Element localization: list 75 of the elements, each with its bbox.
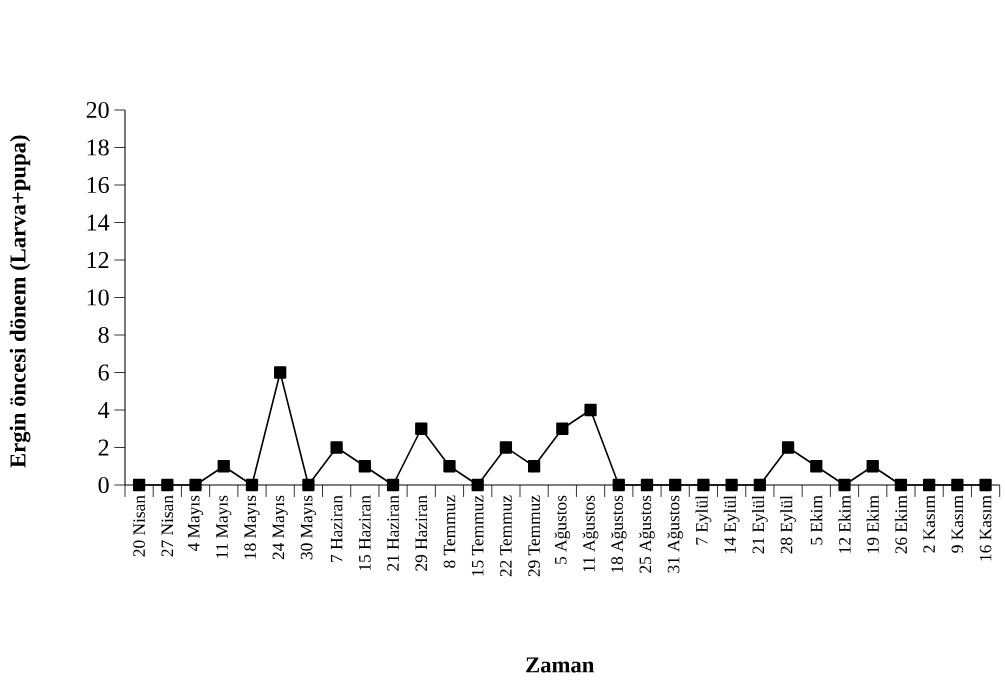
point — [330, 441, 343, 454]
x-tick-label: 18 Mayıs — [244, 495, 260, 559]
y-tick-label: 0 — [98, 476, 109, 494]
point — [612, 478, 625, 492]
x-tick-label: 21 Eylül — [751, 495, 768, 554]
x-tick-label: 21 Haziran — [387, 495, 399, 571]
point — [302, 478, 315, 492]
point — [471, 478, 484, 492]
point — [979, 478, 992, 492]
point — [415, 422, 428, 435]
x-tick-label: 11 Ağustos — [582, 495, 599, 572]
point — [951, 478, 964, 492]
y-tick-label: 16 — [87, 176, 109, 194]
x-tick-label: 15 Temmuz — [471, 495, 484, 576]
x-tick-label: 31 Ağustos — [667, 495, 683, 573]
x-tick-label: 18 Ağustos — [610, 495, 627, 573]
point — [810, 460, 823, 473]
x-tick-label: 5 Ağustos — [554, 495, 571, 564]
point — [189, 478, 202, 492]
x-tick-label: 28 Eylül — [780, 495, 796, 554]
point — [838, 478, 851, 492]
point — [556, 422, 569, 435]
point — [640, 478, 654, 492]
point — [274, 366, 287, 379]
point — [443, 460, 456, 473]
x-tick-label: 27 Nisan — [161, 495, 174, 557]
x-tick-label: 7 Eylül — [695, 495, 712, 545]
y-tick-label: 14 — [87, 214, 110, 231]
x-tick-label: 25 Ağustos — [639, 495, 655, 573]
point — [697, 478, 710, 492]
point — [866, 460, 879, 473]
point — [781, 441, 795, 454]
y-tick-label: 10 — [87, 289, 109, 306]
point — [923, 478, 936, 492]
x-tick-label: 19 Ekim — [866, 495, 879, 553]
x-tick-label: 11 Mayıs — [216, 495, 232, 558]
x-tick-label: 9 Kasım — [951, 495, 964, 553]
x-tick-label: 7 Haziran — [330, 495, 343, 562]
x-axis-title: Zaman — [526, 657, 594, 673]
point — [358, 460, 371, 473]
point — [669, 478, 682, 492]
y-tick-label: 2 — [98, 439, 109, 456]
y-axis-title: Ergin öncesi dönem (Larva+pupa) — [9, 135, 31, 468]
x-tick-label: 30 Mayıs — [300, 495, 317, 560]
x-tick-label: 26 Ekim — [894, 495, 908, 554]
x-tick-label: 29 Haziran — [415, 495, 428, 571]
y-tick-label: 18 — [87, 139, 109, 156]
point — [161, 478, 174, 492]
y-tick-label: 8 — [98, 326, 109, 344]
x-tick-label: 2 Kasım — [923, 495, 935, 553]
point — [753, 478, 766, 492]
point — [245, 478, 259, 492]
y-tick-label: 4 — [98, 402, 110, 418]
x-tick-label: 16 Kasım — [979, 495, 992, 561]
x-tick-label: 24 Mayıs — [272, 495, 288, 560]
point — [725, 478, 738, 492]
x-tick-label: 22 Temmuz — [500, 495, 512, 577]
point — [584, 403, 597, 417]
point — [894, 478, 908, 492]
x-tick-label: 4 Mayıs — [187, 495, 204, 552]
x-tick-label: 12 Ekim — [838, 495, 851, 553]
y-tick-label: 12 — [87, 252, 109, 268]
y-tick-label: 6 — [98, 364, 109, 381]
y-tick-label: 20 — [86, 101, 109, 119]
x-tick-label: 29 Temmuz — [528, 495, 540, 577]
x-tick-label: 14 Eylül — [723, 495, 740, 553]
x-tick-label: 20 Nisan — [133, 495, 145, 557]
point — [527, 460, 541, 473]
x-tick-label: 15 Haziran — [359, 495, 371, 571]
point — [132, 478, 146, 492]
point — [499, 441, 513, 454]
point — [386, 478, 400, 492]
x-tick-label: 8 Temmuz — [443, 495, 456, 568]
x-tick-label: 5 Ekim — [810, 495, 823, 545]
point — [217, 460, 230, 473]
